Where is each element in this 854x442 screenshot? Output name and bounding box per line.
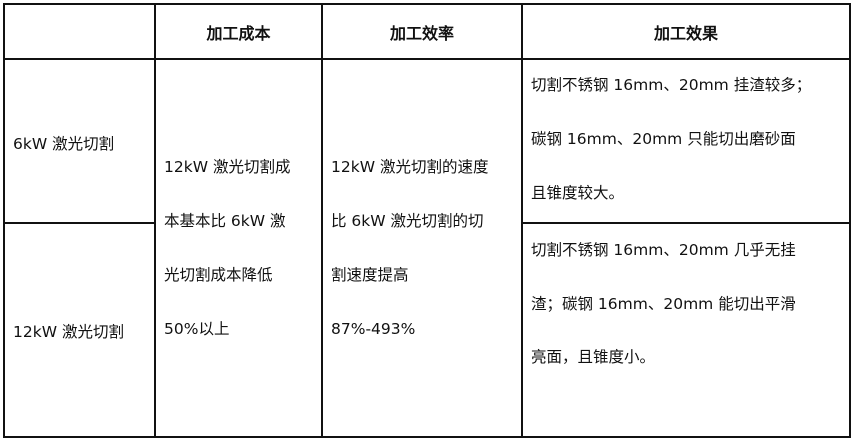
efficiency-line: 12kW 激光切割的速度 xyxy=(331,158,489,176)
header-cost: 加工成本 xyxy=(154,3,323,60)
cost-line: 12kW 激光切割成 xyxy=(164,158,291,176)
row-label-text: 6kW 激光切割 xyxy=(13,135,115,153)
cost-line: 本基本比 6kW 激 xyxy=(164,212,286,230)
cost-cell: 12kW 激光切割成 本基本比 6kW 激 光切割成本降低 50%以上 xyxy=(154,58,323,438)
effect-line: 切割不锈钢 16mm、20mm 挂渣较多； xyxy=(531,76,812,94)
effect-cell-12kw: 切割不锈钢 16mm、20mm 几乎无挂 渣；碳钢 16mm、20mm 能切出平… xyxy=(521,222,851,438)
header-efficiency: 加工效率 xyxy=(321,3,523,60)
cost-line: 光切割成本降低 xyxy=(164,266,273,284)
header-empty xyxy=(3,3,156,60)
cost-line: 50%以上 xyxy=(164,320,230,338)
efficiency-line: 87%-493% xyxy=(331,320,416,338)
row-label-text: 12kW 激光切割 xyxy=(13,323,124,341)
row-label-12kw: 12kW 激光切割 xyxy=(3,222,156,438)
effect-cell-6kw: 切割不锈钢 16mm、20mm 挂渣较多； 碳钢 16mm、20mm 只能切出磨… xyxy=(521,58,851,224)
header-effect: 加工效果 xyxy=(521,3,851,60)
row-label-6kw: 6kW 激光切割 xyxy=(3,58,156,224)
effect-line: 碳钢 16mm、20mm 只能切出磨砂面 xyxy=(531,130,796,148)
efficiency-line: 比 6kW 激光切割的切 xyxy=(331,212,484,230)
effect-line: 亮面，且锥度小。 xyxy=(531,348,656,366)
effect-line: 且锥度较大。 xyxy=(531,184,625,202)
effect-line: 切割不锈钢 16mm、20mm 几乎无挂 xyxy=(531,241,796,259)
efficiency-line: 割速度提高 xyxy=(331,266,409,284)
effect-line: 渣；碳钢 16mm、20mm 能切出平滑 xyxy=(531,295,796,313)
efficiency-cell: 12kW 激光切割的速度 比 6kW 激光切割的切 割速度提高 87%-493% xyxy=(321,58,523,438)
